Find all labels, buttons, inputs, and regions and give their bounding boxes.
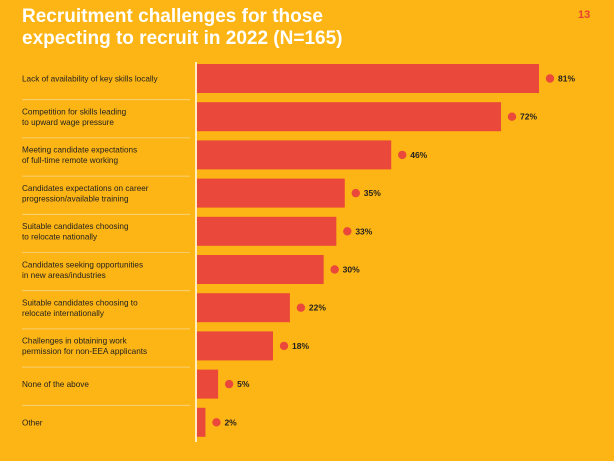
value-label: 22% [309,303,326,313]
category-label: Other [22,418,43,427]
category-label: of full-time remote working [22,156,118,165]
value-label: 81% [558,74,575,84]
bar [197,178,345,208]
value-label: 2% [224,417,237,427]
value-dot [330,265,339,274]
bar [197,331,273,361]
value-dot [296,303,306,312]
chart-title-line-2: expecting to recruit in 2022 (N=165) [22,28,343,49]
category-label: Lack of availability of key skills local… [22,75,159,84]
value-label: 30% [343,265,360,275]
category-label: None of the above [22,380,89,389]
chart-title: Recruitment challenges for those expecti… [22,6,502,50]
value-dot [545,74,555,83]
bar [197,216,337,246]
chart-title-line-1: Recruitment challenges for those [22,6,323,27]
page-number: 13 [578,9,591,21]
category-label: Candidates seeking opportunities [22,260,143,269]
value-label: 35% [364,188,381,198]
bar [197,140,392,170]
bar [197,293,290,323]
category-label: Competition for skills leading [22,107,127,116]
value-label: 46% [410,150,427,160]
category-label: to relocate nationally [22,233,98,242]
value-dot [398,150,407,160]
bar [197,102,501,132]
value-label: 33% [355,226,372,236]
value-label: 72% [520,112,537,122]
bar [197,369,219,399]
value-label: 5% [237,379,250,389]
value-dot [212,418,221,427]
category-label: in new areas/industries [22,271,106,280]
category-label: Suitable candidates choosing [22,222,129,231]
category-label: Challenges in obtaining work [22,337,128,346]
category-label: Candidates expectations on career [22,184,149,193]
value-dot [224,379,234,389]
category-label: to upward wage pressure [22,118,114,127]
category-label: relocate internationally [22,309,105,318]
bar [197,255,324,284]
value-dot [351,188,360,198]
value-label: 18% [292,341,309,351]
category-label: progression/available training [22,194,129,203]
value-dot [343,227,352,236]
category-label: Suitable candidates choosing to [22,298,138,307]
value-dot [507,112,517,121]
value-dot [279,341,289,351]
category-label: Meeting candidate expectations [22,146,137,155]
bar [197,407,206,437]
bar [197,64,539,93]
category-label: permission for non-EEA applicants [22,347,147,356]
